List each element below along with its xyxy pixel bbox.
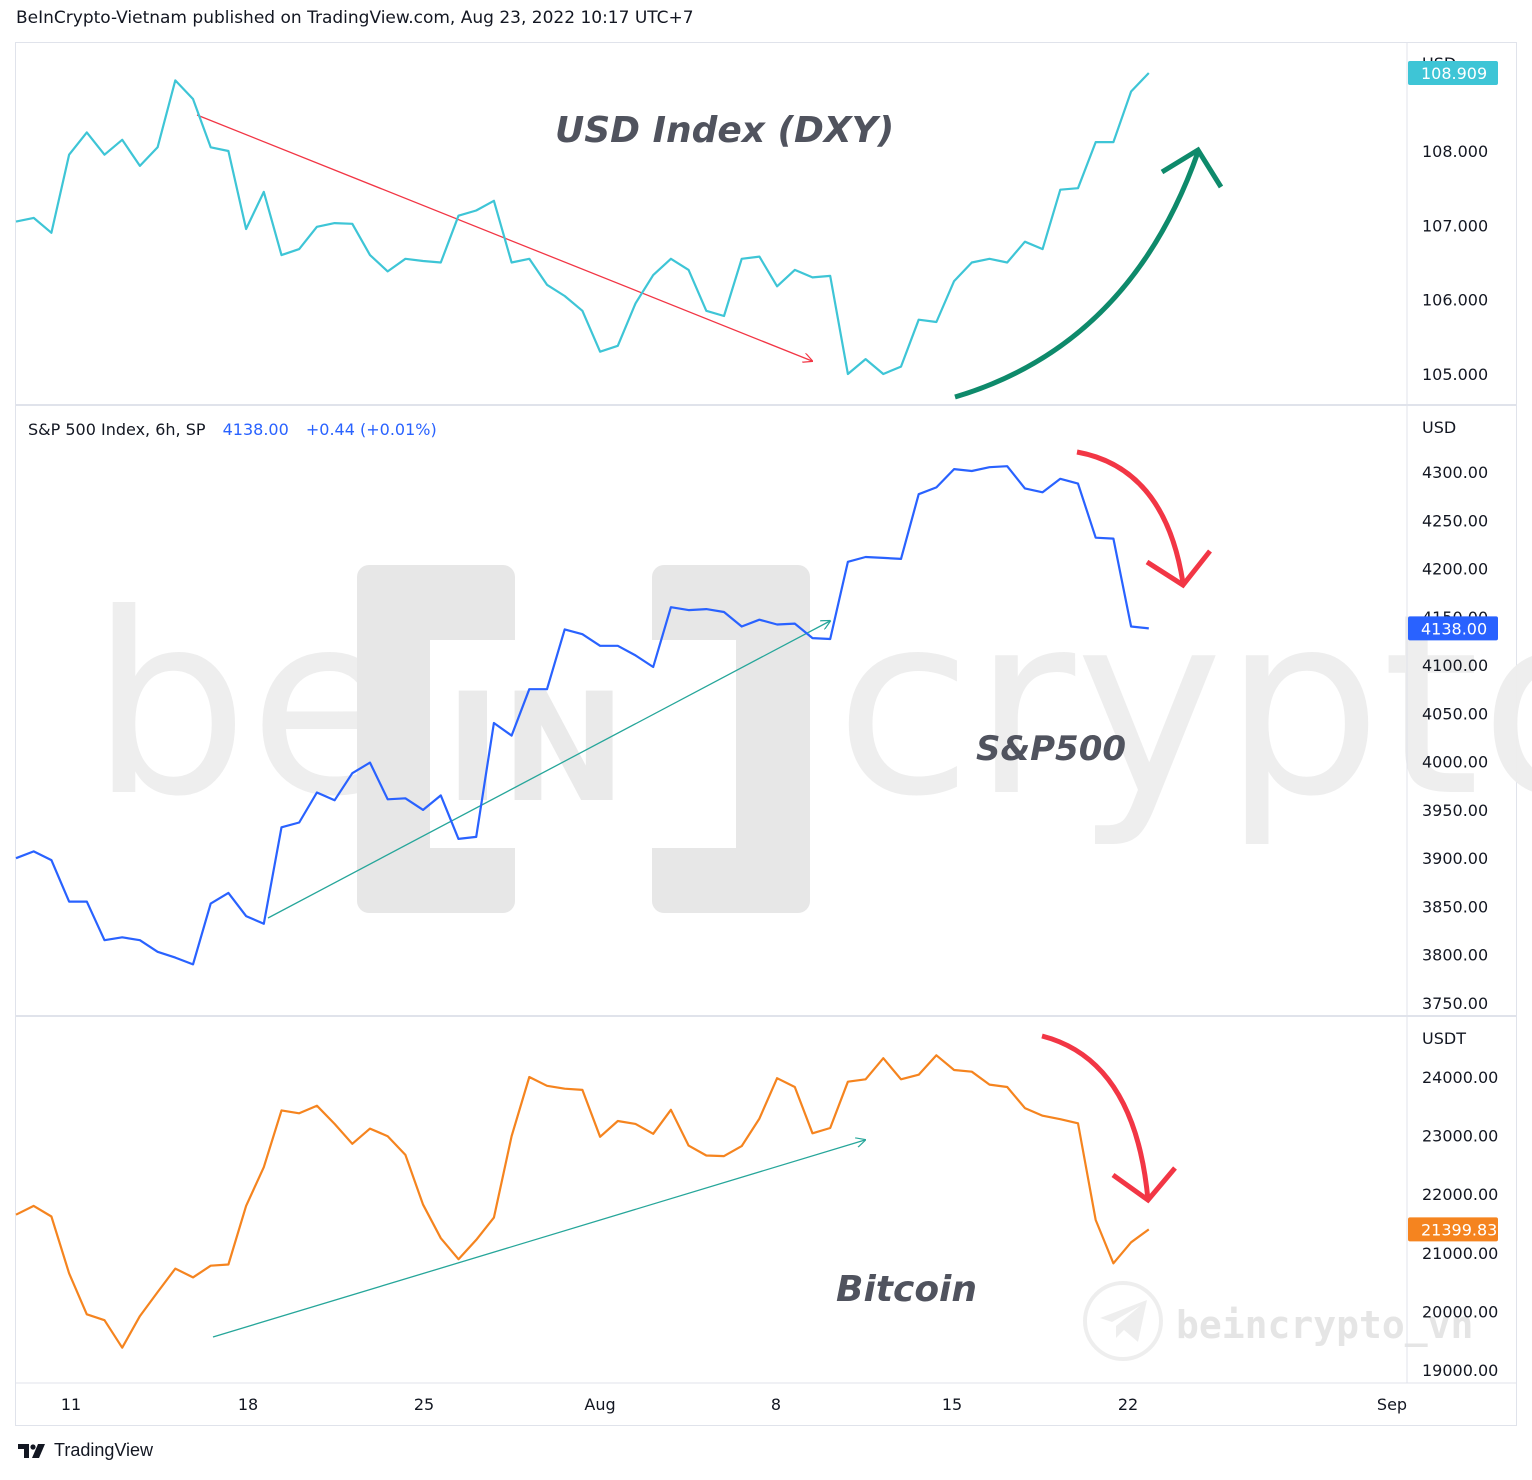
spx-last-price-label: 4138.00 xyxy=(1421,619,1487,638)
spx-ytick-label: 3950.00 xyxy=(1422,801,1488,820)
spx-ytick-label: 4250.00 xyxy=(1422,511,1488,530)
spx-last-price-box xyxy=(1408,616,1498,641)
btc-last-price-box xyxy=(1408,1217,1498,1242)
spx-currency-label: USD xyxy=(1422,418,1456,437)
published-header: BeInCrypto-Vietnam published on TradingV… xyxy=(16,8,694,28)
spx-annotation: S&P500 xyxy=(976,729,1126,769)
spx-down-curved-arrow[interactable] xyxy=(1076,449,1212,589)
btc-annotation: Bitcoin xyxy=(836,1269,977,1310)
dxy-last-price-box xyxy=(1408,61,1498,85)
time-axis-label: 11 xyxy=(61,1395,81,1414)
watermark-be: be xyxy=(90,560,403,851)
btc-series-line[interactable] xyxy=(15,1054,1150,1349)
dxy-annotation: USD Index (DXY) xyxy=(555,110,894,151)
spx-series-line[interactable] xyxy=(15,465,1149,966)
time-axis-label: Sep xyxy=(1377,1395,1407,1414)
tradingview-logo-icon xyxy=(18,1443,45,1458)
btc-down-curved-arrow[interactable] xyxy=(1041,1033,1177,1204)
btc-ytick-label: 19000.00 xyxy=(1422,1361,1498,1380)
series-layer xyxy=(15,72,1150,1349)
spx-legend-title: S&P 500 Index, 6h, SP xyxy=(28,420,206,439)
spx-ytick-label: 3900.00 xyxy=(1422,849,1488,868)
spx-ytick-label: 4050.00 xyxy=(1422,704,1488,723)
dxy-last-price-label: 108.909 xyxy=(1421,64,1487,83)
btc-ytick-label: 24000.00 xyxy=(1422,1068,1498,1087)
btc-last-price-label: 21399.83 xyxy=(1421,1220,1497,1239)
btc-ytick-label: 21000.00 xyxy=(1422,1244,1498,1263)
btc-uptrend-line[interactable] xyxy=(212,1140,865,1338)
watermark-telegram-handle: beincrypto_vn xyxy=(1176,1303,1473,1347)
time-axis-label: 25 xyxy=(414,1395,434,1414)
dxy-up-curved-arrow[interactable] xyxy=(954,146,1224,400)
spx-ytick-label: 4300.00 xyxy=(1422,463,1488,482)
spx-legend-change: +0.44 (+0.01%) xyxy=(306,420,437,439)
tradingview-brand[interactable]: TradingView xyxy=(54,1440,154,1460)
time-axis-label: Aug xyxy=(584,1395,615,1414)
time-axis-label: 8 xyxy=(771,1395,781,1414)
spx-uptrend-line[interactable] xyxy=(267,621,830,919)
spx-ytick-label: 3750.00 xyxy=(1422,994,1488,1013)
dxy-ytick-label: 108.000 xyxy=(1422,142,1488,161)
time-axis-label: 15 xyxy=(942,1395,962,1414)
spx-ytick-label: 4100.00 xyxy=(1422,656,1488,675)
spx-ytick-label: 3850.00 xyxy=(1422,898,1488,917)
spx-ytick-label: 3800.00 xyxy=(1422,946,1488,965)
time-axis-label: 22 xyxy=(1118,1395,1138,1414)
watermark-crypto: crypto xyxy=(835,560,1532,851)
btc-ytick-label: 23000.00 xyxy=(1422,1127,1498,1146)
svg-text:S&P 500 Index, 6h, SP 4138: S&P 500 Index, 6h, SP 4138.00 +0.44 (+0.… xyxy=(28,420,437,439)
btc-ytick-label: 22000.00 xyxy=(1422,1185,1498,1204)
dxy-ytick-label: 107.000 xyxy=(1422,216,1488,235)
price-axis: 108.000 107.000 106.000 105.000 108.909 4300.… xyxy=(1408,61,1498,1380)
spx-ytick-label: 4000.00 xyxy=(1422,753,1488,772)
spx-legend-last: 4138.00 xyxy=(223,420,289,439)
dxy-series-line[interactable] xyxy=(15,72,1150,376)
chart-frame xyxy=(15,42,1517,1426)
btc-currency-label: USDT xyxy=(1422,1029,1466,1048)
time-axis-label: 18 xyxy=(238,1395,258,1414)
telegram-icon xyxy=(1083,1281,1163,1361)
btc-ytick-label: 20000.00 xyxy=(1422,1302,1498,1321)
spx-ytick-label: 4200.00 xyxy=(1422,560,1488,579)
dxy-ytick-label: 105.000 xyxy=(1422,365,1488,384)
watermark-in: IN xyxy=(445,662,626,836)
footer: TradingView xyxy=(18,1440,153,1461)
dxy-ytick-label: 106.000 xyxy=(1422,291,1488,310)
beincrypto-watermark: be IN crypto beincrypto_vn xyxy=(90,560,1532,1361)
time-axis: 11 18 25 Aug 8 15 22 Sep xyxy=(61,1395,1407,1414)
